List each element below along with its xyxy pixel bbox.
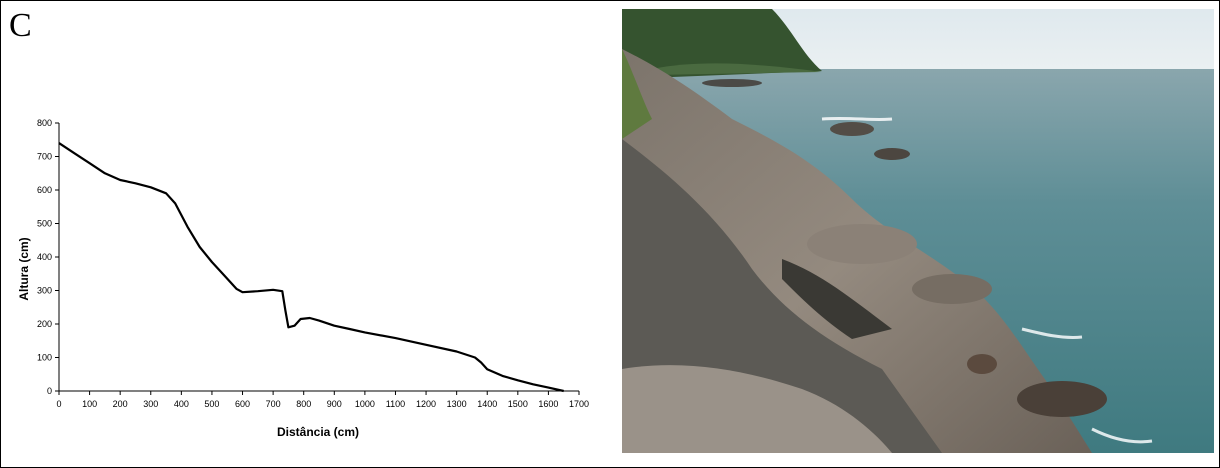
x-tick-label: 1600 (538, 399, 558, 409)
rocky-coast-photo (622, 9, 1214, 453)
x-tick-label: 1000 (355, 399, 375, 409)
y-tick-label: 800 (37, 118, 52, 128)
x-tick-label: 900 (327, 399, 342, 409)
profile-chart: 0 100 200 300 400 500 600 700 800 900 1000 1100 1200… (17, 118, 589, 439)
chart-series (58, 142, 564, 393)
x-tick-label: 1700 (569, 399, 589, 409)
x-tick-label: 1400 (477, 399, 497, 409)
y-tick-label: 500 (37, 219, 52, 229)
x-tick-label: 500 (204, 399, 219, 409)
x-tick-label: 100 (82, 399, 97, 409)
panel-label: C (9, 7, 32, 44)
x-tick-label: 400 (174, 399, 189, 409)
y-tick-label: 700 (37, 152, 52, 162)
y-tick-label: 400 (37, 252, 52, 262)
profile-line (58, 142, 564, 393)
x-tick-label: 0 (56, 399, 61, 409)
y-tick-label: 300 (37, 286, 52, 296)
x-tick-label: 800 (296, 399, 311, 409)
chart-axes (58, 123, 579, 392)
x-tick-label: 1300 (447, 399, 467, 409)
x-tick-label: 600 (235, 399, 250, 409)
y-tick-label: 100 (37, 353, 52, 363)
y-tick-label: 200 (37, 319, 52, 329)
x-axis-ticks: 0 100 200 300 400 500 600 700 800 900 1000 1100 1200… (56, 391, 589, 409)
x-tick-label: 1200 (416, 399, 436, 409)
x-tick-label: 1500 (508, 399, 528, 409)
y-tick-label: 600 (37, 185, 52, 195)
x-tick-label: 200 (113, 399, 128, 409)
y-axis-ticks: 0 100 200 300 400 500 600 700 800 (37, 118, 59, 396)
x-axis-title: Distância (cm) (277, 425, 359, 439)
y-tick-label: 0 (47, 386, 52, 396)
x-tick-label: 1100 (386, 399, 405, 409)
y-axis-title: Altura (cm) (17, 237, 31, 300)
x-tick-label: 300 (143, 399, 158, 409)
x-tick-label: 700 (266, 399, 281, 409)
